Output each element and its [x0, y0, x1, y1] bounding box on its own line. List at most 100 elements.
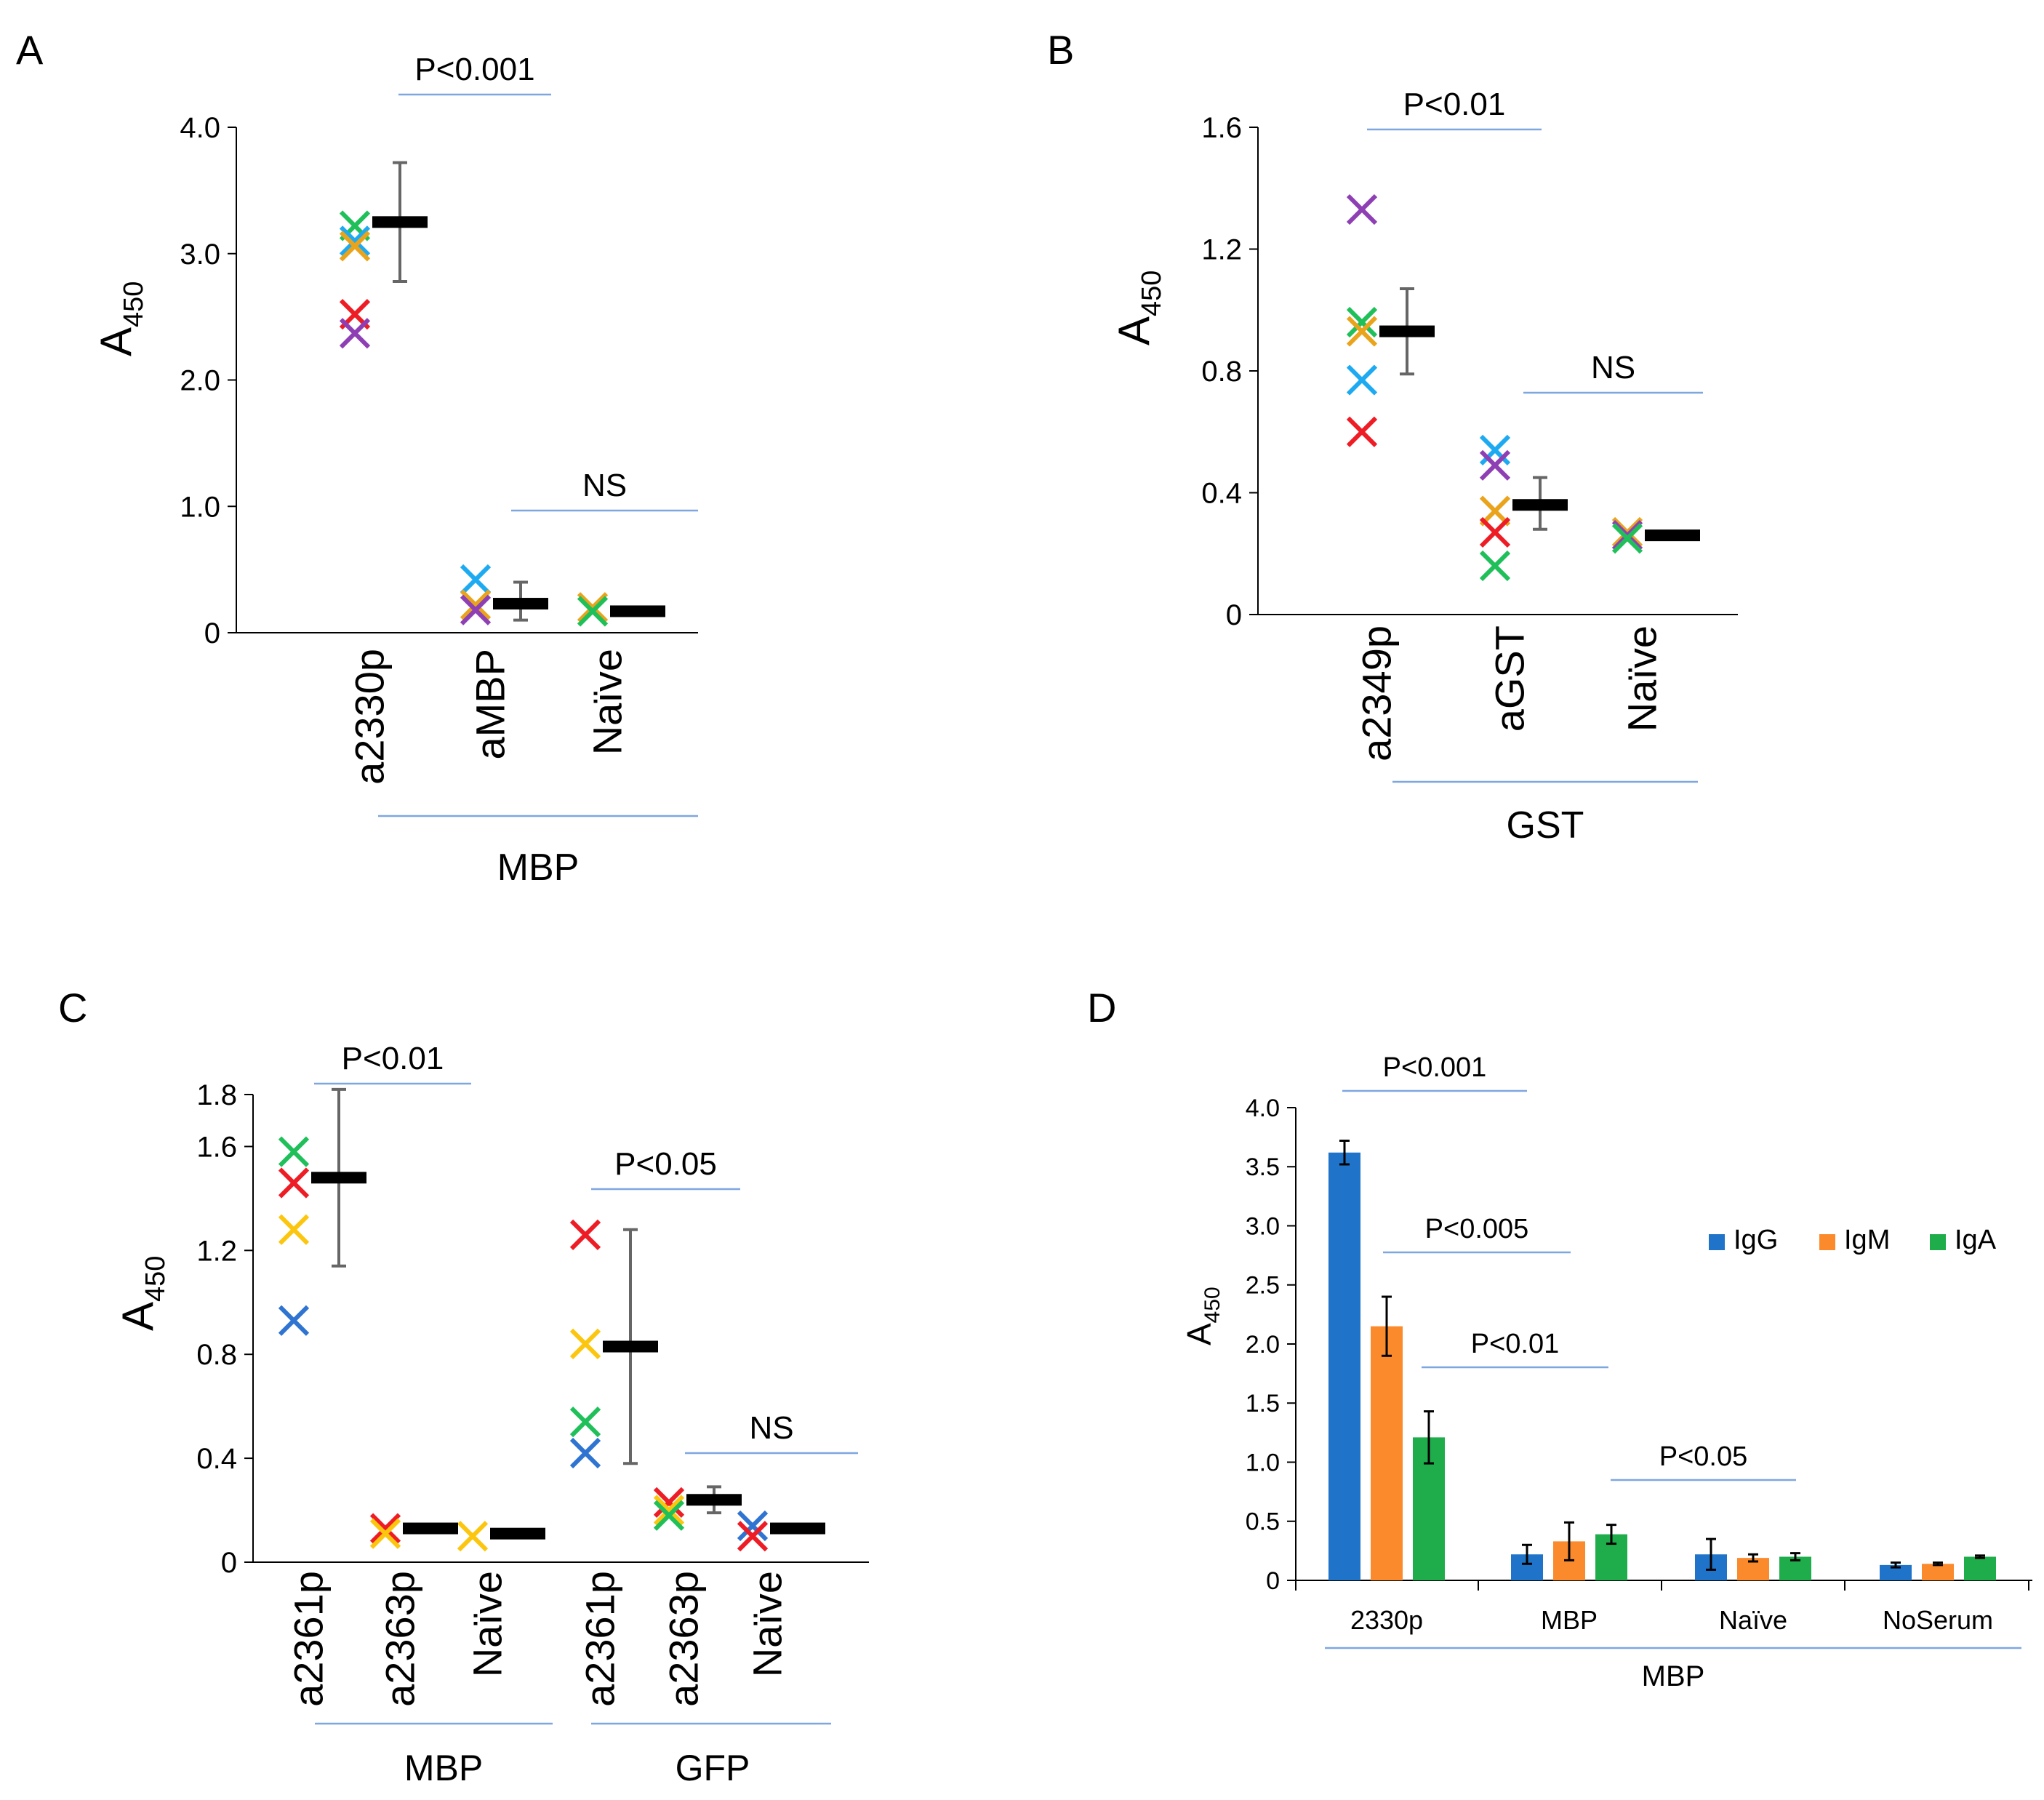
data-point [569, 1437, 601, 1469]
category-label: a2361p [577, 1571, 623, 1707]
bar-igg [1880, 1564, 1912, 1580]
significance-label: P<0.05 [614, 1146, 717, 1182]
y-axis-label-main: A [92, 327, 140, 356]
y-axis-label-sub: 450 [1137, 271, 1167, 316]
data-point-stroke [278, 1136, 310, 1167]
category-label: a2363p [377, 1571, 423, 1707]
data-point [569, 1406, 601, 1438]
data-point [339, 225, 371, 257]
category-label: MBP [1541, 1605, 1598, 1635]
y-axis-label-main: A [1110, 316, 1158, 345]
data-point-stroke [653, 1500, 685, 1531]
bar-igm [1922, 1564, 1954, 1580]
y-tick-label: 0.8 [196, 1339, 237, 1371]
y-tick-label: 1.0 [180, 491, 220, 523]
data-point-stroke [457, 1521, 489, 1552]
data-point [1346, 193, 1378, 225]
significance-label: P<0.01 [1471, 1329, 1560, 1359]
data-point-stroke [278, 1305, 310, 1336]
data-point-stroke [1346, 306, 1378, 338]
data-point-stroke [278, 1167, 310, 1199]
data-point [1611, 523, 1643, 554]
category-label: 2330p [1350, 1605, 1423, 1635]
data-point-stroke [1611, 523, 1643, 554]
significance-label: P<0.01 [342, 1041, 444, 1076]
data-point [278, 1214, 310, 1245]
y-tick-label: 0.4 [1201, 478, 1242, 510]
data-point-stroke [1479, 434, 1511, 465]
y-tick-label: 1.2 [1201, 234, 1242, 266]
category-label: Naïve [465, 1571, 510, 1677]
data-point-stroke [339, 318, 371, 349]
group-label: GFP [676, 1748, 750, 1788]
significance-label: P<0.001 [414, 52, 534, 87]
legend: IgG IgM IgA [1709, 1225, 1997, 1255]
mean-marker [490, 1527, 545, 1540]
data-point [737, 1521, 769, 1552]
data-point [1346, 316, 1378, 347]
y-axis-label: A450 [1110, 271, 1167, 345]
data-point [457, 1521, 489, 1552]
y-tick-label: 4.0 [180, 112, 220, 144]
panel-label: A [16, 27, 44, 73]
legend-swatch [1930, 1234, 1946, 1250]
y-tick-label: 0.4 [196, 1443, 237, 1475]
y-tick-label: 0 [221, 1547, 237, 1579]
legend-entry: IgG [1734, 1225, 1778, 1255]
mean-marker [770, 1522, 825, 1535]
y-tick-label: 0 [1226, 599, 1242, 631]
data-point-stroke [369, 1518, 401, 1549]
data-point-stroke [653, 1487, 685, 1518]
y-axis-label: A450 [1180, 1287, 1225, 1345]
data-point [1346, 364, 1378, 396]
significance-label: NS [749, 1410, 793, 1446]
data-point [278, 1136, 310, 1167]
y-tick-label: 1.0 [1246, 1449, 1280, 1476]
data-point-stroke [369, 1513, 401, 1544]
y-tick-label: 0 [1266, 1567, 1280, 1595]
data-point-stroke [569, 1219, 601, 1251]
mean-marker [603, 1340, 658, 1353]
data-point-stroke [569, 1406, 601, 1438]
y-tick-label: 1.8 [196, 1079, 237, 1111]
data-point [460, 564, 492, 596]
data-point-stroke [577, 596, 609, 627]
category-label: aMBP [468, 649, 513, 760]
data-point [1479, 449, 1511, 481]
data-point-stroke [737, 1510, 769, 1542]
y-tick-label: 1.6 [196, 1131, 237, 1163]
bar-igg [1328, 1152, 1360, 1580]
data-point [1346, 416, 1378, 447]
category-label: Naïve [1619, 625, 1665, 732]
y-axis-label-main: A [1180, 1323, 1218, 1345]
legend-entry: IgA [1955, 1225, 1997, 1255]
legend-swatch [1709, 1234, 1725, 1250]
data-point [653, 1500, 685, 1531]
data-point [1479, 550, 1511, 582]
mean-marker [686, 1494, 742, 1506]
data-point-stroke [1346, 193, 1378, 225]
significance-label: P<0.01 [1403, 87, 1506, 122]
data-point [460, 589, 492, 620]
legend-entry: IgM [1844, 1225, 1890, 1255]
data-point-stroke [460, 564, 492, 596]
data-point-stroke [1346, 316, 1378, 347]
data-point-stroke [569, 1437, 601, 1469]
y-tick-label: 2.0 [1246, 1331, 1280, 1359]
data-point-stroke [460, 589, 492, 620]
category-label: Naïve [1719, 1605, 1787, 1635]
data-point [460, 594, 492, 625]
significance-label: P<0.001 [1383, 1052, 1487, 1083]
data-point [278, 1167, 310, 1199]
data-point-stroke [460, 594, 492, 625]
y-tick-label: 3.0 [1246, 1212, 1280, 1240]
panel-d: 4.0 3.5 3.0 2.5 2.0 1.5 1.0 0.5 0 A450 D 2330p MBP Na… [1087, 985, 2032, 1692]
mean-marker [311, 1172, 366, 1184]
panel-label: C [58, 985, 87, 1031]
mean-marker [372, 216, 428, 228]
mean-marker [493, 598, 548, 610]
category-label: Naïve [745, 1571, 790, 1677]
data-point [1479, 516, 1511, 548]
bar-iga [1964, 1556, 1996, 1580]
